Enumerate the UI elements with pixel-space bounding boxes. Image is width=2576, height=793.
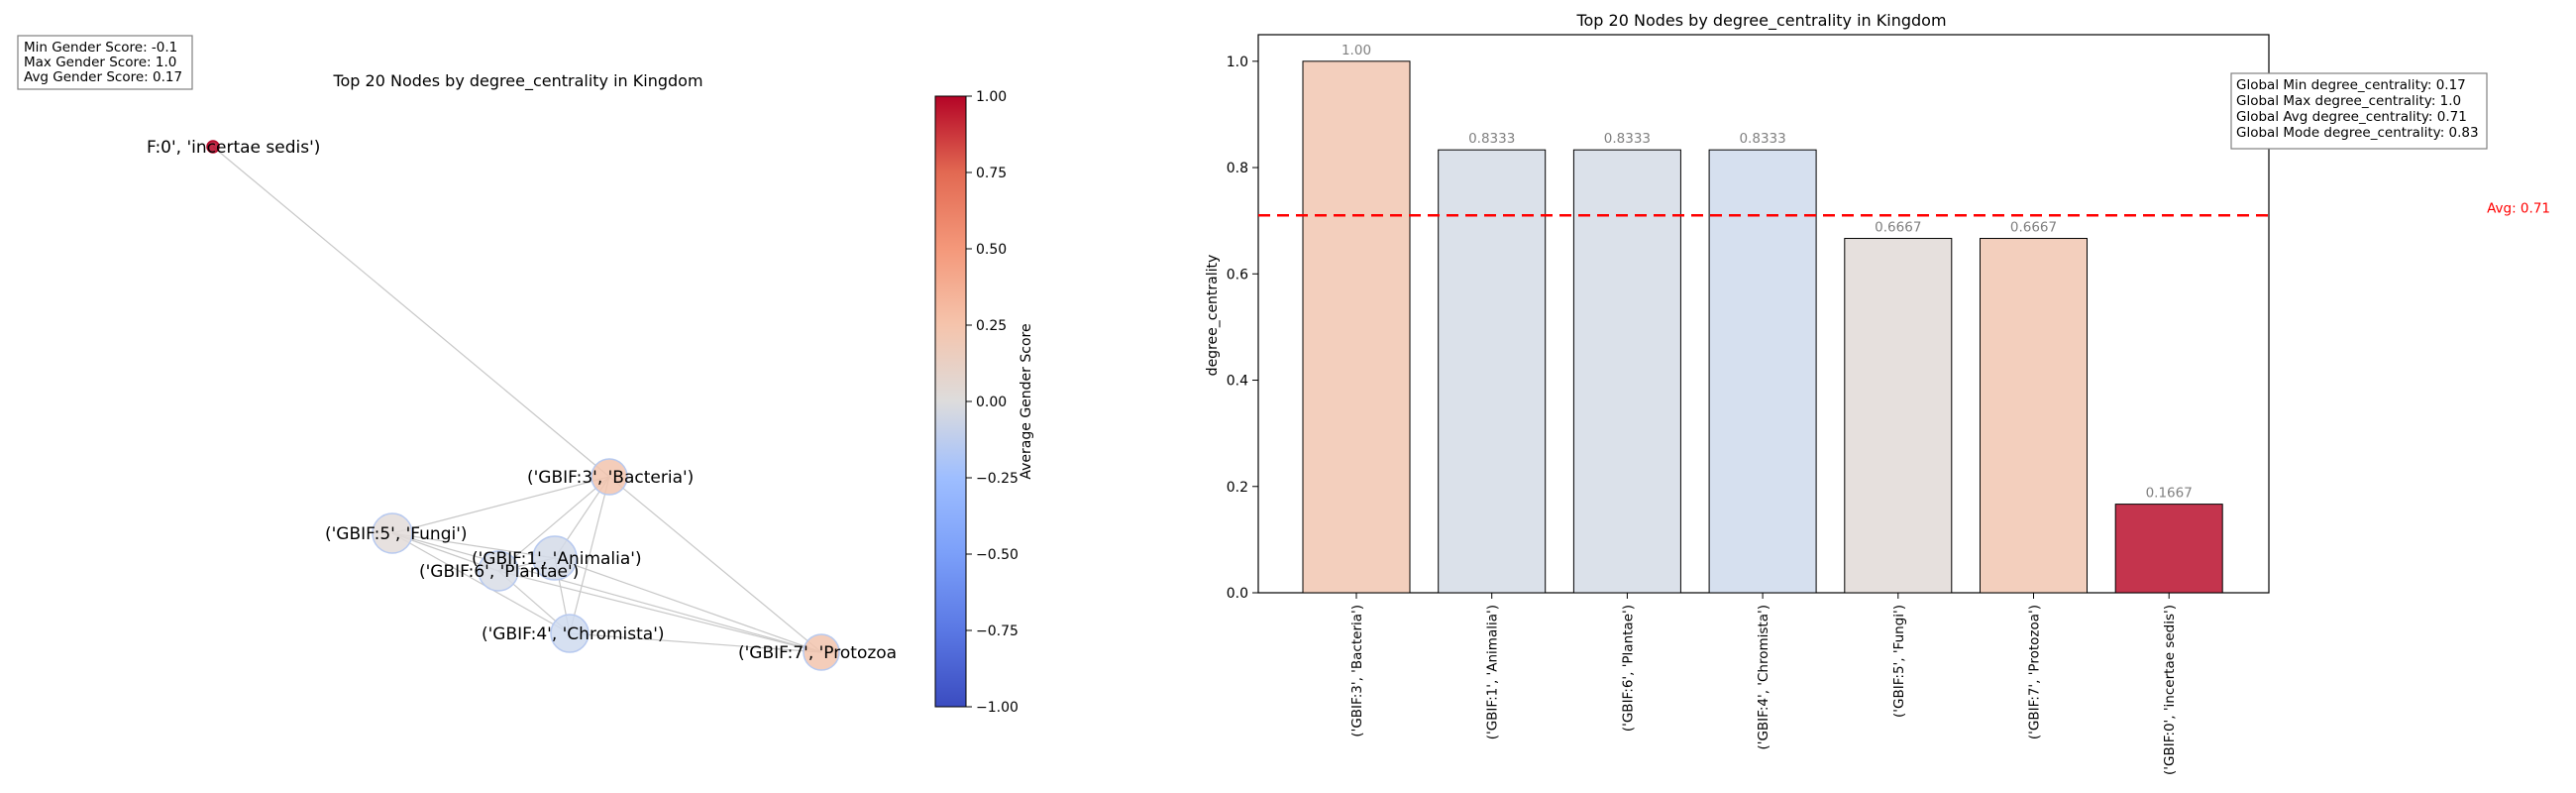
network-node [550, 614, 590, 653]
global-stat-min: Global Min degree_centrality: 0.17 [2236, 77, 2466, 93]
network-node-label: ('GBIF:1', 'Animalia') [472, 549, 642, 569]
y-tick-label: 0.0 [1227, 586, 1248, 602]
colorbar-tick-label: −0.75 [976, 623, 1019, 639]
x-tick-label: ('GBIF:0', 'incertae sedis') [2162, 605, 2178, 775]
bar-chart-panel: Top 20 Nodes by degree_centrality in Kin… [1205, 11, 2550, 775]
y-tick-label: 0.6 [1227, 267, 1248, 283]
network-nodes [206, 140, 840, 671]
network-node [206, 140, 220, 154]
x-tick-label: ('GBIF:7', 'Protozoa') [2027, 605, 2043, 739]
bar-value-label: 0.6667 [2010, 220, 2057, 236]
bar [1438, 149, 1547, 594]
network-node-label: ('GBIF:7', 'Protozoa [738, 643, 897, 663]
network-edge [608, 476, 822, 653]
network-node-label: ('GBIF:6', 'Plantae') [419, 562, 579, 582]
colorbar-tick-label: 0.00 [976, 395, 1007, 410]
bar [1980, 238, 2088, 594]
network-node-label: ('GBIF:3', 'Bacteria') [527, 468, 694, 488]
bar-chart-title: Top 20 Nodes by degree_centrality in Kin… [1575, 11, 1946, 31]
bar-value-labels: 1.00 0.8333 0.8333 0.8333 0.6667 0.6667 0.1667 [1342, 43, 2193, 502]
bar-value-label: 0.6667 [1875, 220, 1921, 236]
bar [1708, 149, 1817, 594]
gender-stat-avg: Avg Gender Score: 0.17 [24, 69, 182, 85]
x-axis: ('GBIF:3', 'Bacteria') ('GBIF:1', 'Animal… [1349, 593, 2178, 775]
global-stats-box [2230, 72, 2488, 150]
bar-value-label: 0.8333 [1468, 131, 1515, 147]
colorbar-tick-label: 0.25 [976, 318, 1007, 334]
network-edge [497, 570, 822, 653]
y-axis: 0.0 0.2 0.4 0.6 0.8 1.0 [1227, 55, 1258, 602]
bar-value-label: 0.8333 [1604, 131, 1651, 147]
colorbar-tick-label: −0.25 [976, 471, 1019, 487]
network-title: Top 20 Nodes by degree_centrality in Kin… [332, 71, 702, 91]
network-node [372, 512, 413, 554]
global-stat-mode: Global Mode degree_centrality: 0.83 [2236, 125, 2479, 141]
bar-value-label: 1.00 [1342, 43, 1371, 58]
x-tick-label: ('GBIF:3', 'Bacteria') [1349, 605, 1365, 737]
average-line-label: Avg: 0.71 [2487, 200, 2550, 216]
colorbar: 1.00 0.75 0.50 0.25 0.00 −0.25 −0.50 −0.75 −1.00… [934, 89, 1034, 716]
y-axis-label: degree_centrality [1205, 255, 1221, 377]
colorbar-tick-label: 0.50 [976, 242, 1007, 258]
colorbar-tick-label: −0.50 [976, 547, 1019, 563]
bar [2114, 504, 2223, 594]
bars [1302, 60, 2223, 594]
network-edge [391, 532, 556, 559]
colorbar-ticks: 1.00 0.75 0.50 0.25 0.00 −0.25 −0.50 −0.75 −1.00 [966, 89, 1019, 716]
network-edge [569, 476, 610, 634]
colorbar-gradient [934, 95, 967, 708]
gender-stat-max: Max Gender Score: 1.0 [24, 55, 176, 70]
global-stat-max: Global Max degree_centrality: 1.0 [2236, 93, 2461, 109]
gender-stats-box [17, 35, 193, 90]
colorbar-label: Average Gender Score [1019, 323, 1034, 479]
bar [1302, 60, 1411, 594]
x-tick-label: ('GBIF:4', 'Chromista') [1756, 605, 1771, 750]
y-tick-label: 0.2 [1227, 480, 1248, 496]
x-tick-label: ('GBIF:1', 'Animalia') [1485, 605, 1501, 739]
bar-value-label: 0.8333 [1739, 131, 1785, 147]
network-node [803, 633, 840, 671]
network-edge [212, 146, 610, 478]
network-panel: Min Gender Score: -0.1 Max Gender Score:… [17, 35, 1034, 716]
bar-value-label: 0.1667 [2146, 486, 2193, 502]
network-node-label: F:0', 'incertae sedis') [147, 138, 320, 158]
gender-stat-min: Min Gender Score: -0.1 [24, 40, 177, 56]
network-node [532, 535, 578, 581]
network-edge [554, 557, 822, 653]
x-tick-label: ('GBIF:6', 'Plantae') [1620, 605, 1636, 732]
network-edge [497, 476, 610, 572]
bar [1844, 238, 1953, 594]
network-node [478, 550, 519, 592]
y-tick-label: 1.0 [1227, 55, 1248, 70]
network-node [590, 458, 628, 496]
colorbar-tick-label: 0.75 [976, 166, 1007, 181]
global-stat-avg: Global Avg degree_centrality: 0.71 [2236, 109, 2467, 125]
colorbar-tick-label: −1.00 [976, 700, 1019, 716]
x-tick-label: ('GBIF:5', 'Fungi') [1891, 605, 1907, 718]
network-node-label: ('GBIF:5', 'Fungi') [325, 524, 468, 544]
y-tick-label: 0.4 [1227, 374, 1248, 390]
network-edge [391, 532, 822, 653]
network-edge [569, 632, 822, 653]
y-tick-label: 0.8 [1227, 161, 1248, 176]
network-edge [391, 532, 571, 634]
bar [1572, 149, 1681, 594]
network-labels: F:0', 'incertae sedis') ('GBIF:3', 'Bacte… [147, 138, 897, 663]
network-node-label: ('GBIF:4', 'Chromista') [482, 624, 665, 644]
colorbar-tick-label: 1.00 [976, 89, 1007, 105]
network-edge [391, 476, 610, 534]
